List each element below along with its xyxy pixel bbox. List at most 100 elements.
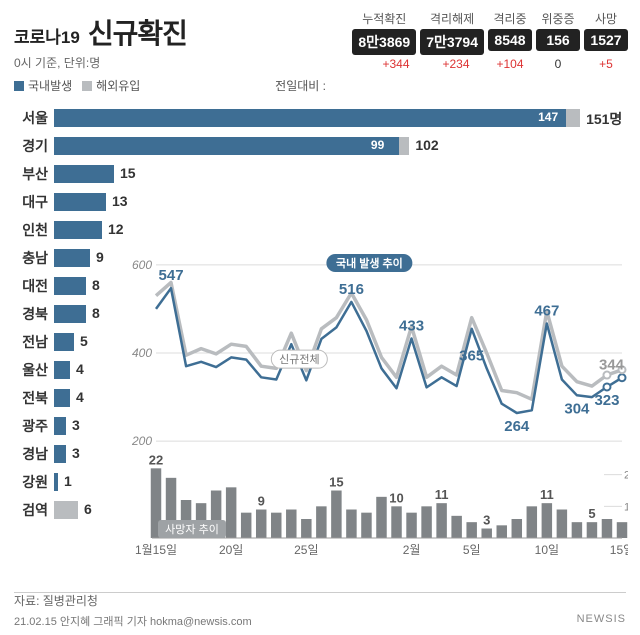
region-value: 5 <box>80 333 88 349</box>
svg-text:304: 304 <box>564 400 590 417</box>
footer-right: NEWSIS <box>577 613 626 629</box>
svg-text:200: 200 <box>131 434 152 448</box>
region-bar-domestic <box>54 389 70 407</box>
region-name: 전남 <box>14 332 48 352</box>
stat-label: 누적확진 <box>352 10 416 27</box>
stat-delta: +5 <box>584 56 628 72</box>
trend-chart-svg: 200400600547516433365264467304323344신규전체… <box>130 250 628 570</box>
svg-text:3: 3 <box>483 513 490 528</box>
region-value: 4 <box>76 389 84 405</box>
region-name: 경남 <box>14 444 48 464</box>
region-bar-domestic <box>54 445 66 463</box>
region-value: 6 <box>84 501 92 517</box>
region-domestic-value: 147 <box>538 110 558 124</box>
svg-text:11: 11 <box>540 487 554 502</box>
region-bar-domestic <box>54 473 58 491</box>
region-bar-domestic <box>54 109 566 127</box>
region-row: 대구 13 <box>14 188 626 216</box>
region-bar: 147151명 <box>54 109 626 127</box>
region-bar: 12 <box>54 221 626 239</box>
stat-value: 7만3794 <box>420 29 484 55</box>
region-value: 1 <box>64 473 72 489</box>
region-name: 서울 <box>14 108 48 128</box>
stat-box: 격리해제7만3794 <box>420 10 484 55</box>
region-bar: 99102 <box>54 137 626 155</box>
region-value: 12 <box>108 221 124 237</box>
region-value: 3 <box>72 417 80 433</box>
svg-text:15일: 15일 <box>610 543 628 557</box>
svg-text:467: 467 <box>534 302 559 319</box>
region-row: 서울 147151명 <box>14 104 626 132</box>
svg-text:10: 10 <box>624 501 628 513</box>
stat-box: 누적확진 8만3869 <box>352 10 416 55</box>
stat-box: 격리중8548 <box>488 10 532 55</box>
svg-text:344: 344 <box>599 357 625 374</box>
region-name: 충남 <box>14 248 48 268</box>
svg-text:국내 발생 추이: 국내 발생 추이 <box>336 256 403 270</box>
region-name: 광주 <box>14 416 48 436</box>
svg-text:10: 10 <box>389 490 403 505</box>
region-name: 경북 <box>14 304 48 324</box>
stat-box: 위중증156 <box>536 10 580 55</box>
region-value: 3 <box>72 445 80 461</box>
region-bar-domestic <box>54 417 66 435</box>
region-bar-domestic <box>54 333 74 351</box>
region-row: 부산 15 <box>14 160 626 188</box>
region-name: 대전 <box>14 276 48 296</box>
region-name: 전북 <box>14 388 48 408</box>
region-total-value: 102 <box>415 137 438 153</box>
region-bar-domestic <box>54 165 114 183</box>
svg-text:365: 365 <box>459 347 484 364</box>
deltas-row: +344+234+1040+5 <box>368 56 628 72</box>
stat-value: 1527 <box>584 29 628 51</box>
svg-text:20: 20 <box>624 470 628 482</box>
svg-text:15: 15 <box>329 475 343 490</box>
stat-value: 8만3869 <box>352 29 416 55</box>
svg-text:323: 323 <box>594 392 619 409</box>
svg-text:2월: 2월 <box>403 543 421 557</box>
region-bar: 13 <box>54 193 626 211</box>
stat-delta: 0 <box>536 56 580 72</box>
region-value: 8 <box>92 305 100 321</box>
region-bar-total <box>54 501 78 519</box>
region-name: 인천 <box>14 220 48 240</box>
region-value: 15 <box>120 165 136 181</box>
region-bar-domestic <box>54 137 399 155</box>
stat-label: 사망 <box>584 10 628 27</box>
stat-delta: +234 <box>428 56 484 72</box>
svg-text:433: 433 <box>399 317 424 334</box>
region-bar-domestic <box>54 221 102 239</box>
region-bar-domestic <box>54 277 86 295</box>
region-name: 검역 <box>14 500 48 520</box>
legend-overseas-label: 해외유입 <box>96 77 140 94</box>
legend-row: 국내발생 해외유입 전일대비 : <box>0 75 640 100</box>
region-value: 13 <box>112 193 128 209</box>
title-main: 신규확진 <box>88 12 187 52</box>
stat-value: 8548 <box>488 29 532 51</box>
svg-text:신규전체: 신규전체 <box>279 353 319 366</box>
svg-text:264: 264 <box>504 418 530 435</box>
region-bar-domestic <box>54 361 70 379</box>
swatch-domestic <box>14 81 24 91</box>
delta-prefix: 전일대비 : <box>275 77 326 94</box>
legend-domestic-label: 국내발생 <box>28 77 72 94</box>
svg-text:9: 9 <box>258 494 265 509</box>
region-value: 9 <box>96 249 104 265</box>
region-name: 대구 <box>14 192 48 212</box>
svg-text:400: 400 <box>132 346 152 360</box>
region-name: 부산 <box>14 164 48 184</box>
stat-label: 위중증 <box>536 10 580 27</box>
region-name: 강원 <box>14 472 48 492</box>
divider <box>14 592 626 593</box>
stat-delta: +344 <box>368 56 424 72</box>
legend-domestic: 국내발생 <box>14 77 72 94</box>
stat-box: 사망 1527 <box>584 10 628 55</box>
region-bar-domestic <box>54 249 90 267</box>
region-name: 울산 <box>14 360 48 380</box>
stat-delta: +104 <box>488 56 532 72</box>
svg-text:25일: 25일 <box>294 543 318 557</box>
region-bar: 15 <box>54 165 626 183</box>
region-value: 8 <box>92 277 100 293</box>
svg-text:사망자 추이: 사망자 추이 <box>165 523 219 536</box>
region-bar-domestic <box>54 305 86 323</box>
